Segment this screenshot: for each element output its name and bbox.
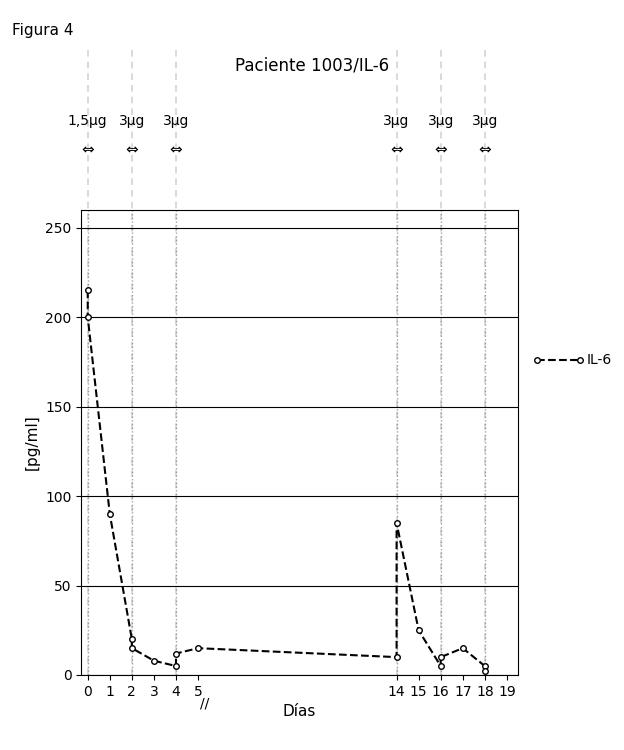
Text: 3μg: 3μg <box>163 113 189 128</box>
Text: Paciente 1003/IL-6: Paciente 1003/IL-6 <box>235 57 389 75</box>
Text: 3μg: 3μg <box>427 113 454 128</box>
Text: 1,5μg: 1,5μg <box>68 113 107 128</box>
Text: 3μg: 3μg <box>383 113 410 128</box>
Text: IL-6: IL-6 <box>587 353 612 367</box>
Text: ⇔: ⇔ <box>479 142 491 158</box>
Text: ⇔: ⇔ <box>390 142 403 158</box>
Text: ⇔: ⇔ <box>81 142 94 158</box>
Y-axis label: [pg/ml]: [pg/ml] <box>24 415 39 470</box>
Text: //: // <box>200 697 209 710</box>
Text: ⇔: ⇔ <box>434 142 447 158</box>
Text: 3μg: 3μg <box>119 113 145 128</box>
X-axis label: Días: Días <box>283 704 316 719</box>
Text: 3μg: 3μg <box>472 113 498 128</box>
Text: ⇔: ⇔ <box>170 142 182 158</box>
Text: ⇔: ⇔ <box>125 142 139 158</box>
Text: Figura 4: Figura 4 <box>12 22 74 38</box>
